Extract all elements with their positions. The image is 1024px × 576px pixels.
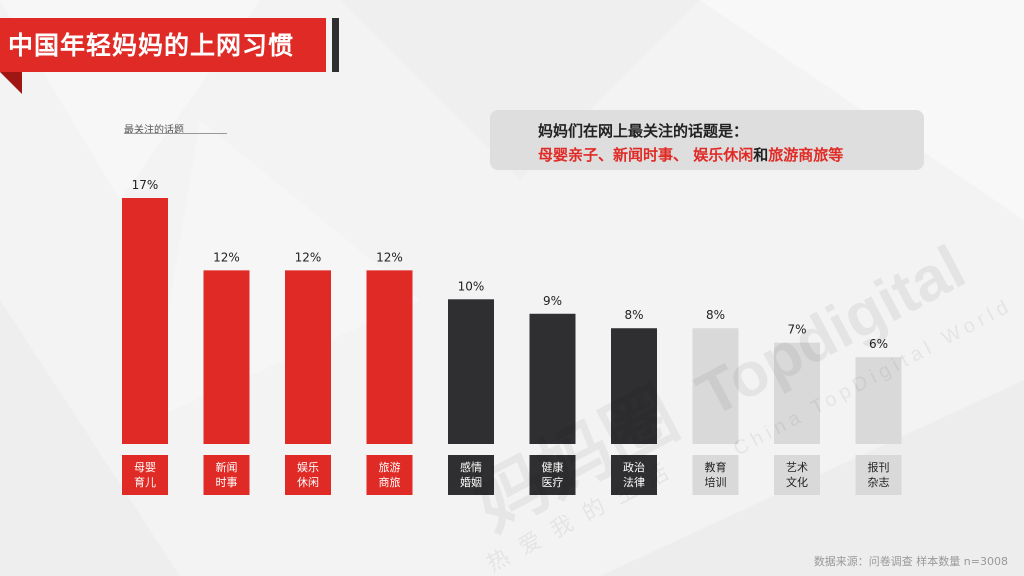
bar-5 [529, 313, 576, 444]
chart-label-underline [124, 133, 227, 134]
bar-value-label-4: 10% [458, 279, 485, 293]
bar-value-label-3: 12% [376, 250, 403, 264]
page-title: 中国年轻妈妈的上网习惯 [8, 31, 295, 60]
bar-7 [692, 328, 739, 444]
category-box-4 [448, 455, 494, 495]
category-label-7: 教育培训 [705, 460, 727, 489]
bar-value-label-1: 12% [213, 250, 240, 264]
bar-value-label-0: 17% [132, 178, 159, 192]
category-box-1 [203, 455, 250, 495]
title-banner: 中国年轻妈妈的上网习惯 [0, 18, 326, 72]
callout-box: 妈妈们在网上最关注的话题是： 母婴亲子、新闻时事、 娱乐休闲和旅游商旅等 [490, 110, 924, 170]
category-label-9: 报刊杂志 [868, 460, 890, 489]
category-label-5: 健康医疗 [542, 460, 564, 489]
callout-highlight-1: 母婴亲子、新闻时事、 娱乐休闲 [538, 146, 754, 164]
category-box-5 [529, 455, 576, 495]
bar-value-label-6: 8% [624, 308, 643, 322]
category-label-2: 娱乐休闲 [297, 460, 319, 489]
bar-value-label-7: 8% [706, 308, 725, 322]
chart-label: 最关注的话题 [124, 125, 184, 136]
bar-9 [855, 357, 902, 444]
bar-6 [611, 328, 657, 444]
category-box-6 [611, 455, 657, 495]
callout-line2: 母婴亲子、新闻时事、 娱乐休闲和旅游商旅等 [538, 144, 843, 165]
callout-connector: 和 [753, 146, 769, 164]
category-box-2 [285, 455, 331, 495]
title-accent-bar [332, 18, 339, 72]
bar-8 [774, 342, 820, 444]
bar-value-label-5: 9% [543, 294, 562, 308]
category-box-3 [366, 455, 413, 495]
callout-line1: 妈妈们在网上最关注的话题是： [538, 122, 749, 140]
bar-1 [203, 270, 250, 444]
bar-3 [366, 270, 413, 444]
category-label-3: 旅游商旅 [379, 460, 401, 489]
category-label-6: 政治法律 [623, 460, 645, 489]
bar-value-label-9: 6% [869, 337, 888, 351]
category-label-1: 新闻时事 [216, 460, 238, 489]
callout-highlight-2: 旅游商旅等 [768, 146, 844, 164]
category-label-0: 母婴育儿 [134, 461, 156, 489]
bar-2 [285, 270, 331, 444]
category-label-4: 感情婚姻 [460, 461, 482, 489]
bar-0 [122, 198, 168, 444]
category-box-9 [855, 455, 902, 495]
bar-4 [448, 299, 494, 444]
category-box-0 [122, 455, 168, 495]
title-fold [0, 72, 22, 94]
data-source: 数据来源：问卷调查 样本数量 n=3008 [813, 555, 1008, 568]
bar-value-label-8: 7% [787, 323, 806, 337]
category-label-8: 艺术文化 [786, 461, 808, 489]
category-box-7 [692, 455, 739, 495]
bar-value-label-2: 12% [295, 250, 322, 264]
category-box-8 [774, 455, 820, 495]
